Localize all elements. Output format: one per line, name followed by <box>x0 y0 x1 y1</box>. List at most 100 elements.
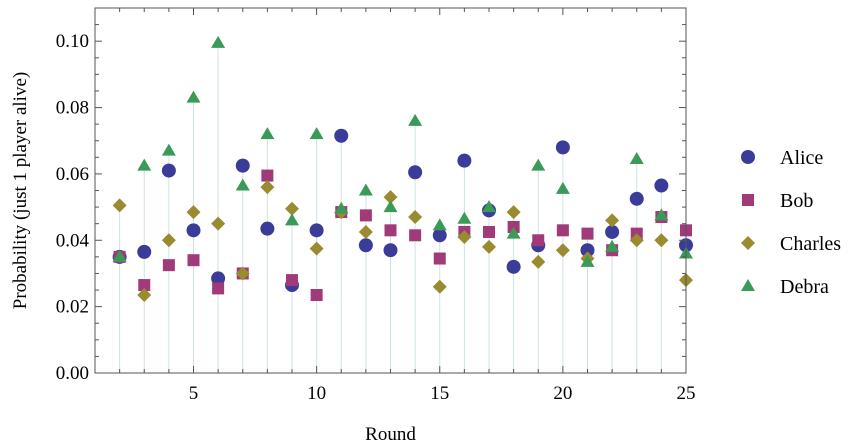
point-alice-circle <box>408 165 423 180</box>
point-debra-triangle <box>432 218 447 231</box>
legend-marker-triangle <box>741 279 755 291</box>
x-tick-label: 15 <box>430 383 449 404</box>
legend-label: Alice <box>780 147 823 169</box>
y-axis-label: Probability (just 1 player alive) <box>10 72 31 309</box>
legend-marker-square <box>742 194 754 206</box>
x-tick-label: 5 <box>189 383 199 404</box>
point-debra-triangle <box>605 239 620 252</box>
x-tick-label: 25 <box>677 383 696 404</box>
y-tick-label: 0.08 <box>56 98 89 119</box>
point-charles-diamond <box>629 233 644 248</box>
legend-item-debra: Debra <box>741 276 829 298</box>
legend-item-charles: Charles <box>741 233 841 255</box>
point-debra-triangle <box>457 211 472 224</box>
point-alice-circle <box>309 223 324 238</box>
point-bob-square <box>162 259 175 272</box>
legend-label: Debra <box>780 276 829 298</box>
y-tick-label: 0.10 <box>56 31 89 52</box>
point-alice-circle <box>580 243 595 258</box>
point-bob-square <box>212 282 225 295</box>
point-charles-diamond <box>383 190 398 205</box>
point-alice-circle <box>334 128 349 143</box>
point-bob-square <box>581 227 594 240</box>
point-bob-square <box>286 274 298 287</box>
point-bob-square <box>409 229 422 242</box>
legend-item-alice: Alice <box>741 147 823 169</box>
point-charles-diamond <box>112 198 127 213</box>
legend-marker-diamond <box>741 236 755 250</box>
point-alice-circle <box>235 158 250 173</box>
point-bob-square <box>384 224 397 237</box>
point-charles-diamond <box>211 216 226 231</box>
x-tick-label: 10 <box>307 383 326 404</box>
point-charles-diamond <box>235 266 250 281</box>
drop-lines <box>119 42 687 373</box>
point-debra-triangle <box>112 249 127 262</box>
point-debra-triangle <box>482 200 496 213</box>
series-debra <box>112 35 693 267</box>
point-charles-diamond <box>457 229 472 244</box>
series-alice <box>112 128 693 293</box>
point-bob-square <box>556 224 569 237</box>
point-debra-triangle <box>161 143 176 156</box>
point-alice-circle <box>383 243 398 258</box>
point-charles-diamond <box>482 239 496 254</box>
point-charles-diamond <box>358 224 373 239</box>
point-charles-diamond <box>285 201 299 216</box>
point-charles-diamond <box>137 288 152 303</box>
y-axis-ticks: 0.00 0.02 0.04 0.06 0.08 0.10 <box>56 24 686 384</box>
point-debra-triangle <box>629 151 644 164</box>
point-charles-diamond <box>309 241 324 256</box>
point-alice-circle <box>457 153 472 168</box>
point-debra-triangle <box>506 226 521 239</box>
legend-item-bob: Bob <box>742 190 813 212</box>
point-charles-diamond <box>260 180 275 195</box>
point-debra-triangle <box>186 90 201 103</box>
y-tick-label: 0.06 <box>56 164 89 185</box>
point-alice-circle <box>137 244 152 259</box>
y-tick-label: 0.04 <box>56 230 90 251</box>
point-debra-triangle <box>654 208 669 221</box>
point-charles-diamond <box>531 254 546 269</box>
point-alice-circle <box>260 221 275 236</box>
point-debra-triangle <box>555 181 570 194</box>
legend-label: Bob <box>780 190 813 212</box>
point-charles-diamond <box>186 205 201 220</box>
series-charles <box>112 180 693 303</box>
data-points <box>112 35 693 303</box>
point-debra-triangle <box>383 200 398 213</box>
point-debra-triangle <box>408 113 423 126</box>
point-alice-circle <box>186 223 201 238</box>
point-alice-circle <box>161 163 176 178</box>
point-alice-circle <box>211 271 226 286</box>
x-axis-label: Round <box>365 424 416 445</box>
point-debra-triangle <box>334 201 349 214</box>
point-bob-square <box>532 234 545 247</box>
point-debra-triangle <box>137 158 152 171</box>
point-bob-square <box>187 254 200 267</box>
point-bob-square <box>261 169 274 182</box>
point-bob-square <box>310 289 323 302</box>
point-charles-diamond <box>654 233 669 248</box>
point-alice-circle <box>654 178 669 193</box>
point-bob-square <box>359 209 372 222</box>
point-charles-diamond <box>408 210 423 225</box>
legend: Alice Bob Charles Debra <box>741 147 841 298</box>
point-bob-square <box>433 252 446 265</box>
y-tick-label: 0.02 <box>56 297 89 318</box>
point-charles-diamond <box>161 233 176 248</box>
point-charles-diamond <box>432 279 447 294</box>
point-bob-square <box>483 225 495 238</box>
point-debra-triangle <box>211 35 226 48</box>
point-debra-triangle <box>580 254 595 267</box>
point-alice-circle <box>605 224 620 239</box>
point-alice-circle <box>432 228 447 243</box>
point-alice-circle <box>358 238 373 253</box>
y-tick-label: 0.00 <box>56 363 89 384</box>
point-debra-triangle <box>531 158 546 171</box>
point-debra-triangle <box>260 127 275 140</box>
x-axis-ticks: 5 10 15 20 25 <box>119 8 696 404</box>
x-tick-label: 20 <box>553 383 572 404</box>
point-charles-diamond <box>506 205 521 220</box>
